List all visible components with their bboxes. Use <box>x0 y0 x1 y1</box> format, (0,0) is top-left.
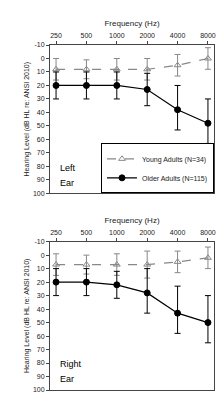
svg-text:0: 0 <box>41 252 45 259</box>
svg-text:60: 60 <box>37 136 45 143</box>
svg-text:40: 40 <box>37 306 45 313</box>
svg-text:4000: 4000 <box>170 32 186 39</box>
svg-text:30: 30 <box>37 95 45 102</box>
svg-text:2000: 2000 <box>139 32 155 39</box>
svg-text:1000: 1000 <box>109 32 125 39</box>
svg-text:20: 20 <box>37 82 45 89</box>
svg-text:Hearing Level (dB HL re: ANSI: Hearing Level (dB HL re: ANSI 2010) <box>23 62 31 177</box>
svg-text:Left: Left <box>60 163 76 173</box>
svg-text:80: 80 <box>37 359 45 366</box>
svg-text:30: 30 <box>37 292 45 299</box>
svg-text:1000: 1000 <box>109 229 125 236</box>
svg-text:Young Adults (N=34): Young Adults (N=34) <box>142 156 206 164</box>
svg-text:90: 90 <box>37 373 45 380</box>
svg-text:-10: -10 <box>34 238 44 245</box>
svg-text:500: 500 <box>81 32 93 39</box>
svg-text:60: 60 <box>37 333 45 340</box>
svg-text:50: 50 <box>37 122 45 129</box>
svg-text:8000: 8000 <box>200 229 216 236</box>
svg-text:-10: -10 <box>34 41 44 48</box>
svg-text:500: 500 <box>81 229 93 236</box>
svg-text:Hearing Level (dB HL re: ANSI: Hearing Level (dB HL re: ANSI 2010) <box>23 259 31 374</box>
svg-text:Older Adults (N=115): Older Adults (N=115) <box>142 175 207 183</box>
svg-text:70: 70 <box>37 346 45 353</box>
svg-text:70: 70 <box>37 149 45 156</box>
svg-text:50: 50 <box>37 319 45 326</box>
svg-text:20: 20 <box>37 279 45 286</box>
svg-text:250: 250 <box>50 32 62 39</box>
svg-text:250: 250 <box>50 229 62 236</box>
svg-text:90: 90 <box>37 176 45 183</box>
svg-text:Ear: Ear <box>60 178 74 188</box>
svg-text:10: 10 <box>37 265 45 272</box>
svg-text:4000: 4000 <box>170 229 186 236</box>
svg-text:Ear: Ear <box>60 374 74 384</box>
svg-text:100: 100 <box>33 386 45 393</box>
svg-text:0: 0 <box>41 55 45 62</box>
svg-text:Frequency (Hz): Frequency (Hz) <box>104 216 159 225</box>
svg-text:2000: 2000 <box>139 229 155 236</box>
svg-text:10: 10 <box>37 68 45 75</box>
svg-text:40: 40 <box>37 109 45 116</box>
svg-text:100: 100 <box>33 190 45 197</box>
svg-text:Right: Right <box>60 359 82 369</box>
svg-text:Frequency (Hz): Frequency (Hz) <box>104 19 159 28</box>
svg-text:8000: 8000 <box>200 32 216 39</box>
svg-text:80: 80 <box>37 163 45 170</box>
